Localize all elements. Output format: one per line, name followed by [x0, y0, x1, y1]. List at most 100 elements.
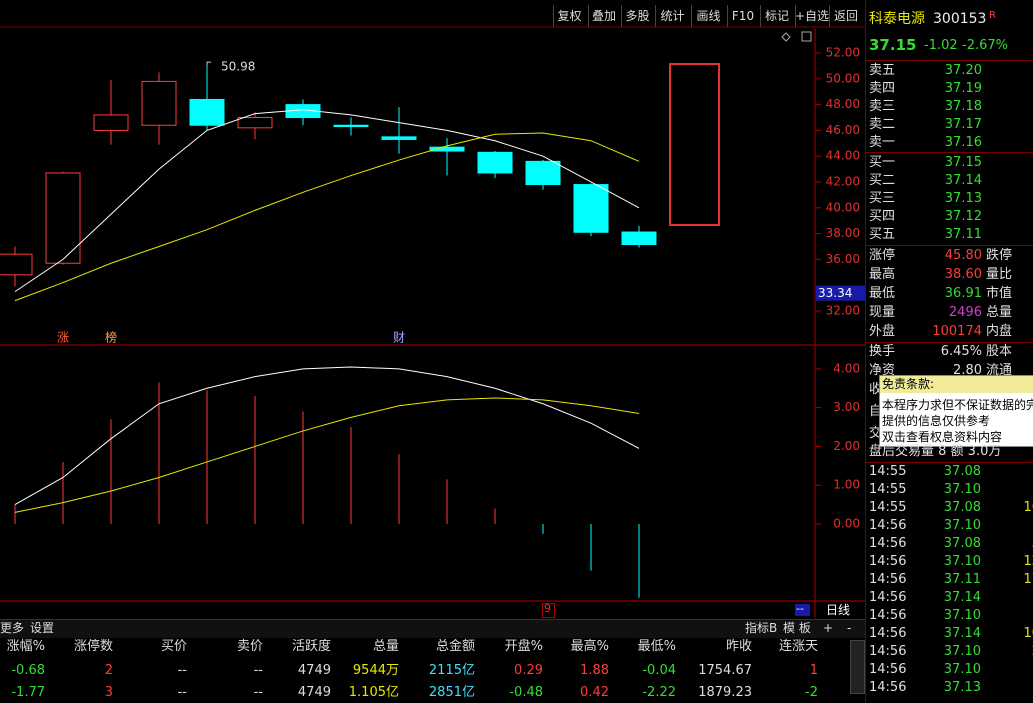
table-header[interactable]: 总量 [372, 639, 399, 654]
book-price: 37.16 [944, 135, 982, 150]
y-tick-label: 38.00 [826, 226, 860, 240]
toolbar-button[interactable]: 画线 [696, 9, 721, 23]
toolbar-button[interactable]: 复权 [557, 9, 582, 23]
tick-time: 14:56 [869, 554, 907, 569]
table-header[interactable]: 涨停数 [73, 639, 113, 654]
book-label: 卖一 [869, 135, 896, 150]
book-price: 37.12 [944, 209, 982, 224]
event-marker: 涨 [57, 330, 69, 345]
stat-value: 36.91 [944, 286, 982, 301]
last-price: 37.15 [869, 36, 917, 54]
tick-price: 37.13 [943, 680, 981, 695]
table-cell: 2 [104, 663, 113, 678]
table-cell: 2115亿 [428, 663, 475, 678]
tick-volume: 16 [1023, 500, 1033, 515]
tab[interactable]: 更多 [0, 621, 25, 635]
table-header[interactable]: 开盘% [504, 639, 543, 654]
y-tick-label: 3.00 [833, 400, 860, 414]
stat-value: 2.80 [953, 363, 982, 378]
tick-time: 14:55 [869, 464, 907, 479]
book-price: 37.20 [944, 63, 982, 78]
table-cell: -- [177, 663, 187, 678]
book-price: 37.13 [944, 191, 982, 206]
tick-time: 14:56 [869, 518, 907, 533]
book-price: 37.17 [944, 117, 982, 132]
page-indicator[interactable]: 9 [544, 602, 551, 615]
stat-label: 最高 [869, 267, 896, 282]
candle-body [573, 184, 609, 233]
table-cell: 4749 [297, 685, 331, 700]
box [866, 342, 1033, 343]
stat-right-label: 股本 [986, 344, 1013, 359]
table-header[interactable]: 昨收 [725, 639, 752, 654]
tick-time: 14:56 [869, 644, 907, 659]
y-tick-label: 48.00 [826, 97, 860, 111]
box [880, 376, 1033, 393]
y-tick-label: 42.00 [826, 174, 860, 188]
table-cell: 2851亿 [428, 685, 475, 700]
table-header[interactable]: 买价 [160, 639, 187, 654]
toolbar-button[interactable]: +自选 [795, 9, 830, 23]
box [850, 640, 865, 694]
tab[interactable]: - [847, 621, 852, 635]
toolbar-button[interactable]: F10 [731, 9, 755, 23]
candle-body [621, 231, 657, 246]
tick-price: 37.10 [943, 554, 981, 569]
book-label: 卖三 [869, 99, 896, 114]
candle-body [0, 253, 33, 276]
toolbar-button[interactable]: 多股 [625, 9, 650, 23]
table-cell: -0.68 [11, 663, 45, 678]
stat-value: 38.60 [944, 267, 982, 282]
tab[interactable]: 指标B [745, 621, 778, 635]
toolbar-button[interactable]: 标记 [764, 9, 789, 23]
candle-body [141, 80, 177, 126]
book-price: 37.14 [944, 173, 982, 188]
box [760, 5, 795, 27]
book-price: 37.18 [944, 99, 982, 114]
stat-label: 换手 [869, 344, 896, 359]
box [0, 619, 865, 638]
table-cell: 9544万 [352, 663, 399, 678]
stat-right-label: 流通 [986, 363, 1013, 378]
period-label[interactable]: 日线 [826, 603, 851, 617]
covered-label: 交 [869, 426, 883, 441]
toolbar-button[interactable]: 返回 [833, 9, 858, 23]
table-header[interactable]: 卖价 [236, 639, 263, 654]
tab[interactable]: 模 板 [783, 621, 811, 635]
tick-time: 14:56 [869, 572, 907, 587]
table-cell: -- [177, 685, 187, 700]
box [588, 5, 621, 27]
toolbar-button[interactable]: 统计 [660, 9, 685, 23]
placeholder-box[interactable]: -- [796, 602, 804, 615]
y-tick-label: 40.00 [826, 200, 860, 214]
toolbar-button[interactable]: 叠加 [591, 9, 616, 23]
candle-body [477, 151, 513, 174]
table-cell: 0.29 [514, 663, 543, 678]
chart-area: 52.00 50.00 48.00 46.00 44.00 42.00 40.00 38.00… [0, 26, 865, 617]
book-label: 买四 [869, 209, 896, 224]
table-header[interactable]: 活跃度 [291, 639, 331, 654]
table-header[interactable]: 总金额 [435, 639, 475, 654]
candle-body [93, 114, 129, 131]
box [553, 5, 587, 27]
table-header[interactable]: 最高% [570, 639, 609, 654]
y-tick-label: 46.00 [826, 123, 860, 137]
covered-label: 收 [869, 382, 883, 397]
book-label: 买二 [869, 173, 896, 188]
box [727, 5, 760, 27]
table-header[interactable]: 最低% [637, 639, 676, 654]
price-pct: -2.67% [962, 38, 1008, 53]
drawn-rectangle [669, 63, 720, 226]
table-header[interactable]: 连涨天 [778, 639, 818, 654]
table-header[interactable]: 涨幅% [6, 639, 45, 654]
popup-line: 本程序力求但不保证数据的完 [882, 398, 1033, 412]
tab[interactable]: 设置 [30, 621, 55, 635]
table-cell: 1754.67 [698, 663, 752, 678]
tick-volume: 12 [1023, 554, 1033, 569]
stat-right-label: 跌停 [986, 248, 1013, 263]
box [795, 5, 829, 27]
tick-volume: 3 [1032, 536, 1033, 552]
tick-price: 37.08 [943, 536, 981, 551]
tab[interactable]: + [823, 621, 834, 635]
stock-code: 300153 [933, 11, 987, 27]
